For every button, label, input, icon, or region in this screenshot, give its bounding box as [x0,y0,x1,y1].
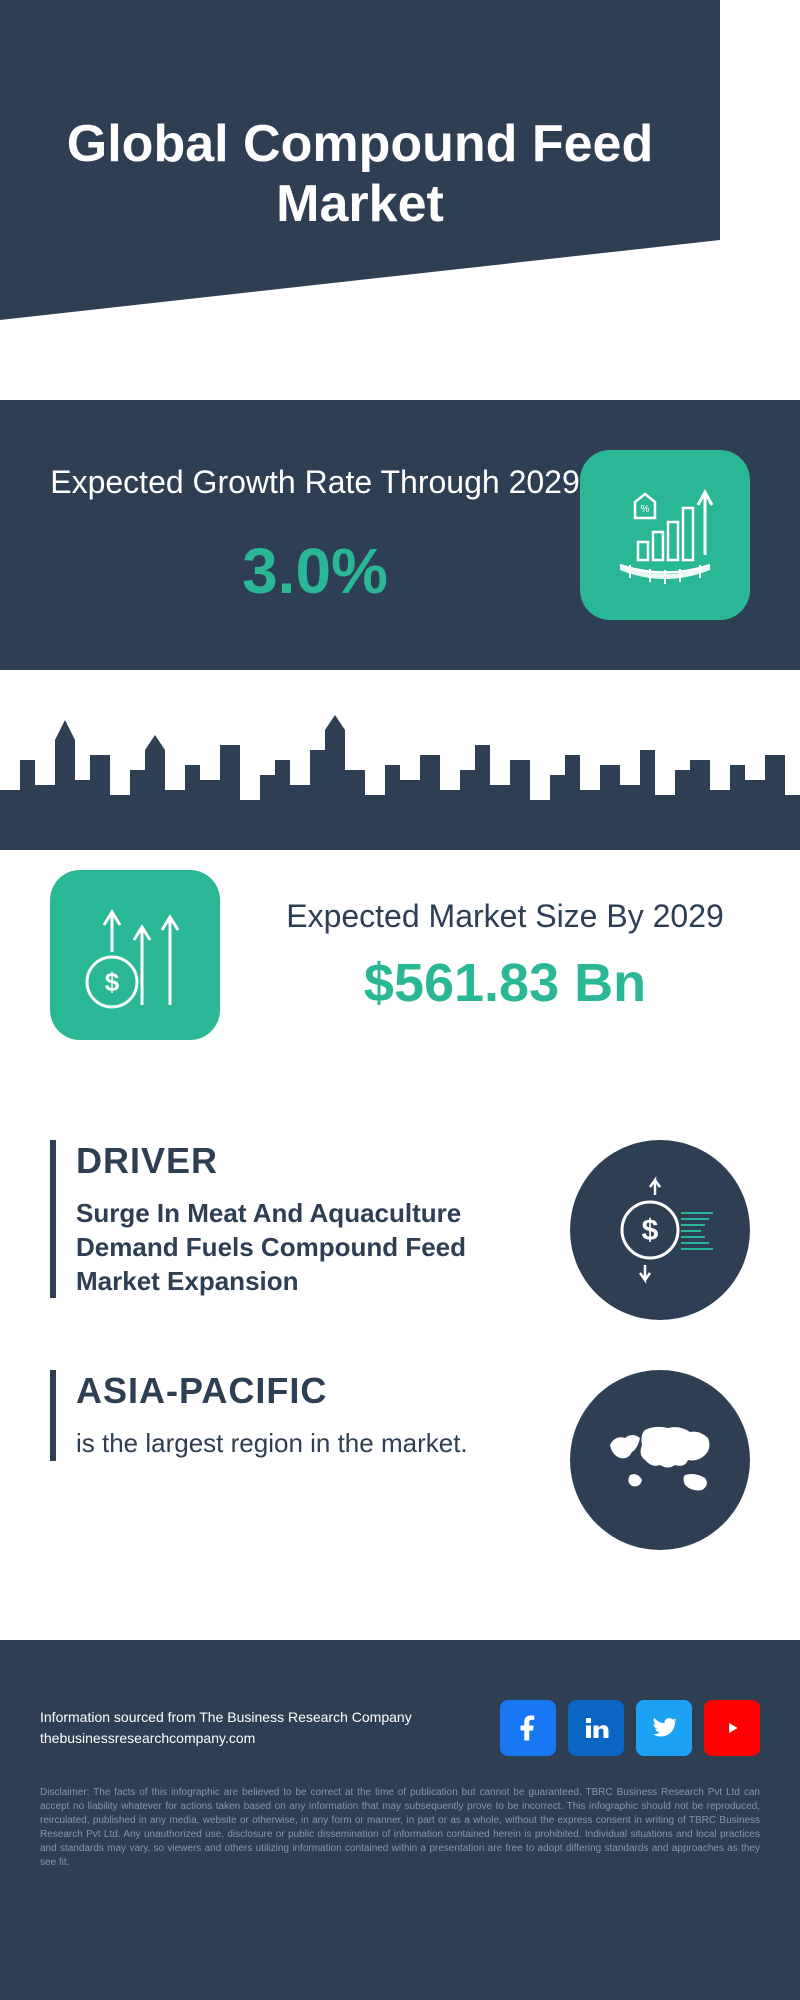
source-line-1: Information sourced from The Business Re… [40,1707,412,1728]
source-line-2: thebusinessresearchcompany.com [40,1728,412,1749]
disclaimer-text: Disclaimer: The facts of this infographi… [40,1786,760,1870]
growth-rate-section: Expected Growth Rate Through 2029 3.0% % [0,400,800,670]
svg-text:$: $ [642,1214,659,1247]
growth-text-block: Expected Growth Rate Through 2029 3.0% [50,462,580,608]
money-arrows-icon: $ [50,870,220,1040]
market-size-value: $561.83 Bn [260,952,750,1014]
growth-value: 3.0% [50,534,580,608]
header-section: Global Compound Feed Market [0,0,800,400]
region-heading: ASIA-PACIFIC [76,1370,540,1412]
facebook-icon[interactable] [500,1700,556,1756]
twitter-icon[interactable] [636,1700,692,1756]
svg-text:%: % [641,504,650,515]
driver-body: Surge In Meat And Aquaculture Demand Fue… [76,1197,540,1298]
driver-block: DRIVER Surge In Meat And Aquaculture Dem… [50,1140,750,1320]
growth-label: Expected Growth Rate Through 2029 [50,462,580,504]
info-section: DRIVER Surge In Meat And Aquaculture Dem… [0,1100,800,1640]
footer-top: Information sourced from The Business Re… [40,1700,760,1756]
region-body: is the largest region in the market. [76,1427,540,1461]
skyline-divider [0,670,800,850]
city-skyline-icon [0,710,800,850]
driver-heading: DRIVER [76,1140,540,1182]
svg-text:$: $ [105,967,120,997]
market-size-section: $ Expected Market Size By 2029 $561.83 B… [0,850,800,1100]
currency-exchange-icon: $ [570,1140,750,1320]
page-title: Global Compound Feed Market [0,115,720,235]
market-text-block: Expected Market Size By 2029 $561.83 Bn [260,896,750,1015]
footer: Information sourced from The Business Re… [0,1640,800,1890]
region-block: ASIA-PACIFIC is the largest region in th… [50,1370,750,1550]
market-size-label: Expected Market Size By 2029 [260,896,750,938]
youtube-icon[interactable] [704,1700,760,1756]
driver-text: DRIVER Surge In Meat And Aquaculture Dem… [50,1140,540,1298]
world-map-icon [570,1370,750,1550]
header-banner: Global Compound Feed Market [0,0,720,320]
growth-chart-icon: % [580,450,750,620]
linkedin-icon[interactable] [568,1700,624,1756]
social-icons [500,1700,760,1756]
region-text: ASIA-PACIFIC is the largest region in th… [50,1370,540,1461]
footer-source: Information sourced from The Business Re… [40,1707,412,1749]
